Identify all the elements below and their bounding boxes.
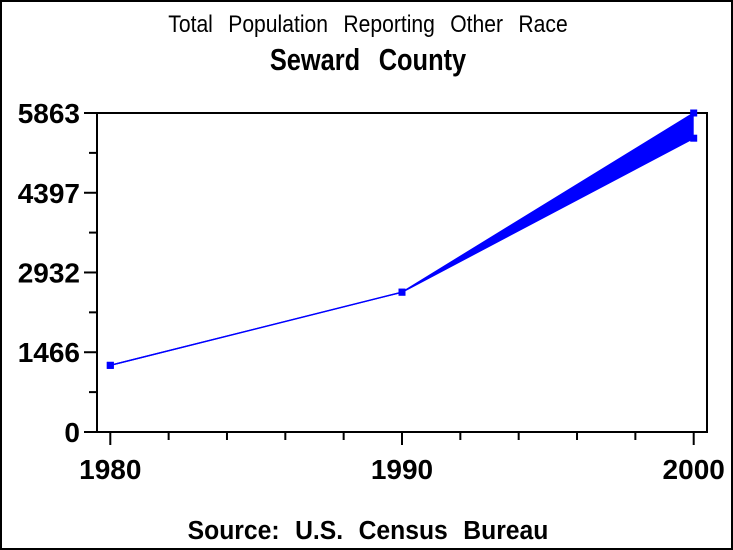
data-point-marker	[106, 361, 114, 369]
x-tick-label: 1990	[371, 454, 433, 485]
y-axis: 0 1466 2932 4397 5863	[18, 98, 97, 448]
y-tick-label: 2932	[18, 257, 80, 288]
x-axis: 1980 1990 2000	[79, 432, 725, 485]
data-point-markers	[106, 109, 698, 369]
plot-area: 0 1466 2932 4397 5863 1980 1990 2000	[18, 98, 725, 485]
y-tick-label: 0	[64, 417, 80, 448]
chart-subtitle: Seward County	[270, 43, 467, 78]
chart-title: Total Population Reporting Other Race	[168, 11, 567, 38]
source-note: Source: U.S. Census Bureau	[188, 516, 549, 545]
y-tick-label: 1466	[18, 337, 80, 368]
data-point-marker	[398, 288, 406, 296]
y-tick-label: 4397	[18, 178, 80, 209]
band-fill	[110, 113, 694, 366]
data-point-marker	[690, 109, 698, 117]
x-tick-label: 2000	[663, 454, 725, 485]
y-tick-label: 5863	[18, 98, 80, 129]
x-tick-label: 1980	[79, 454, 141, 485]
series-upper-line	[110, 112, 695, 366]
data-point-marker	[690, 134, 698, 142]
